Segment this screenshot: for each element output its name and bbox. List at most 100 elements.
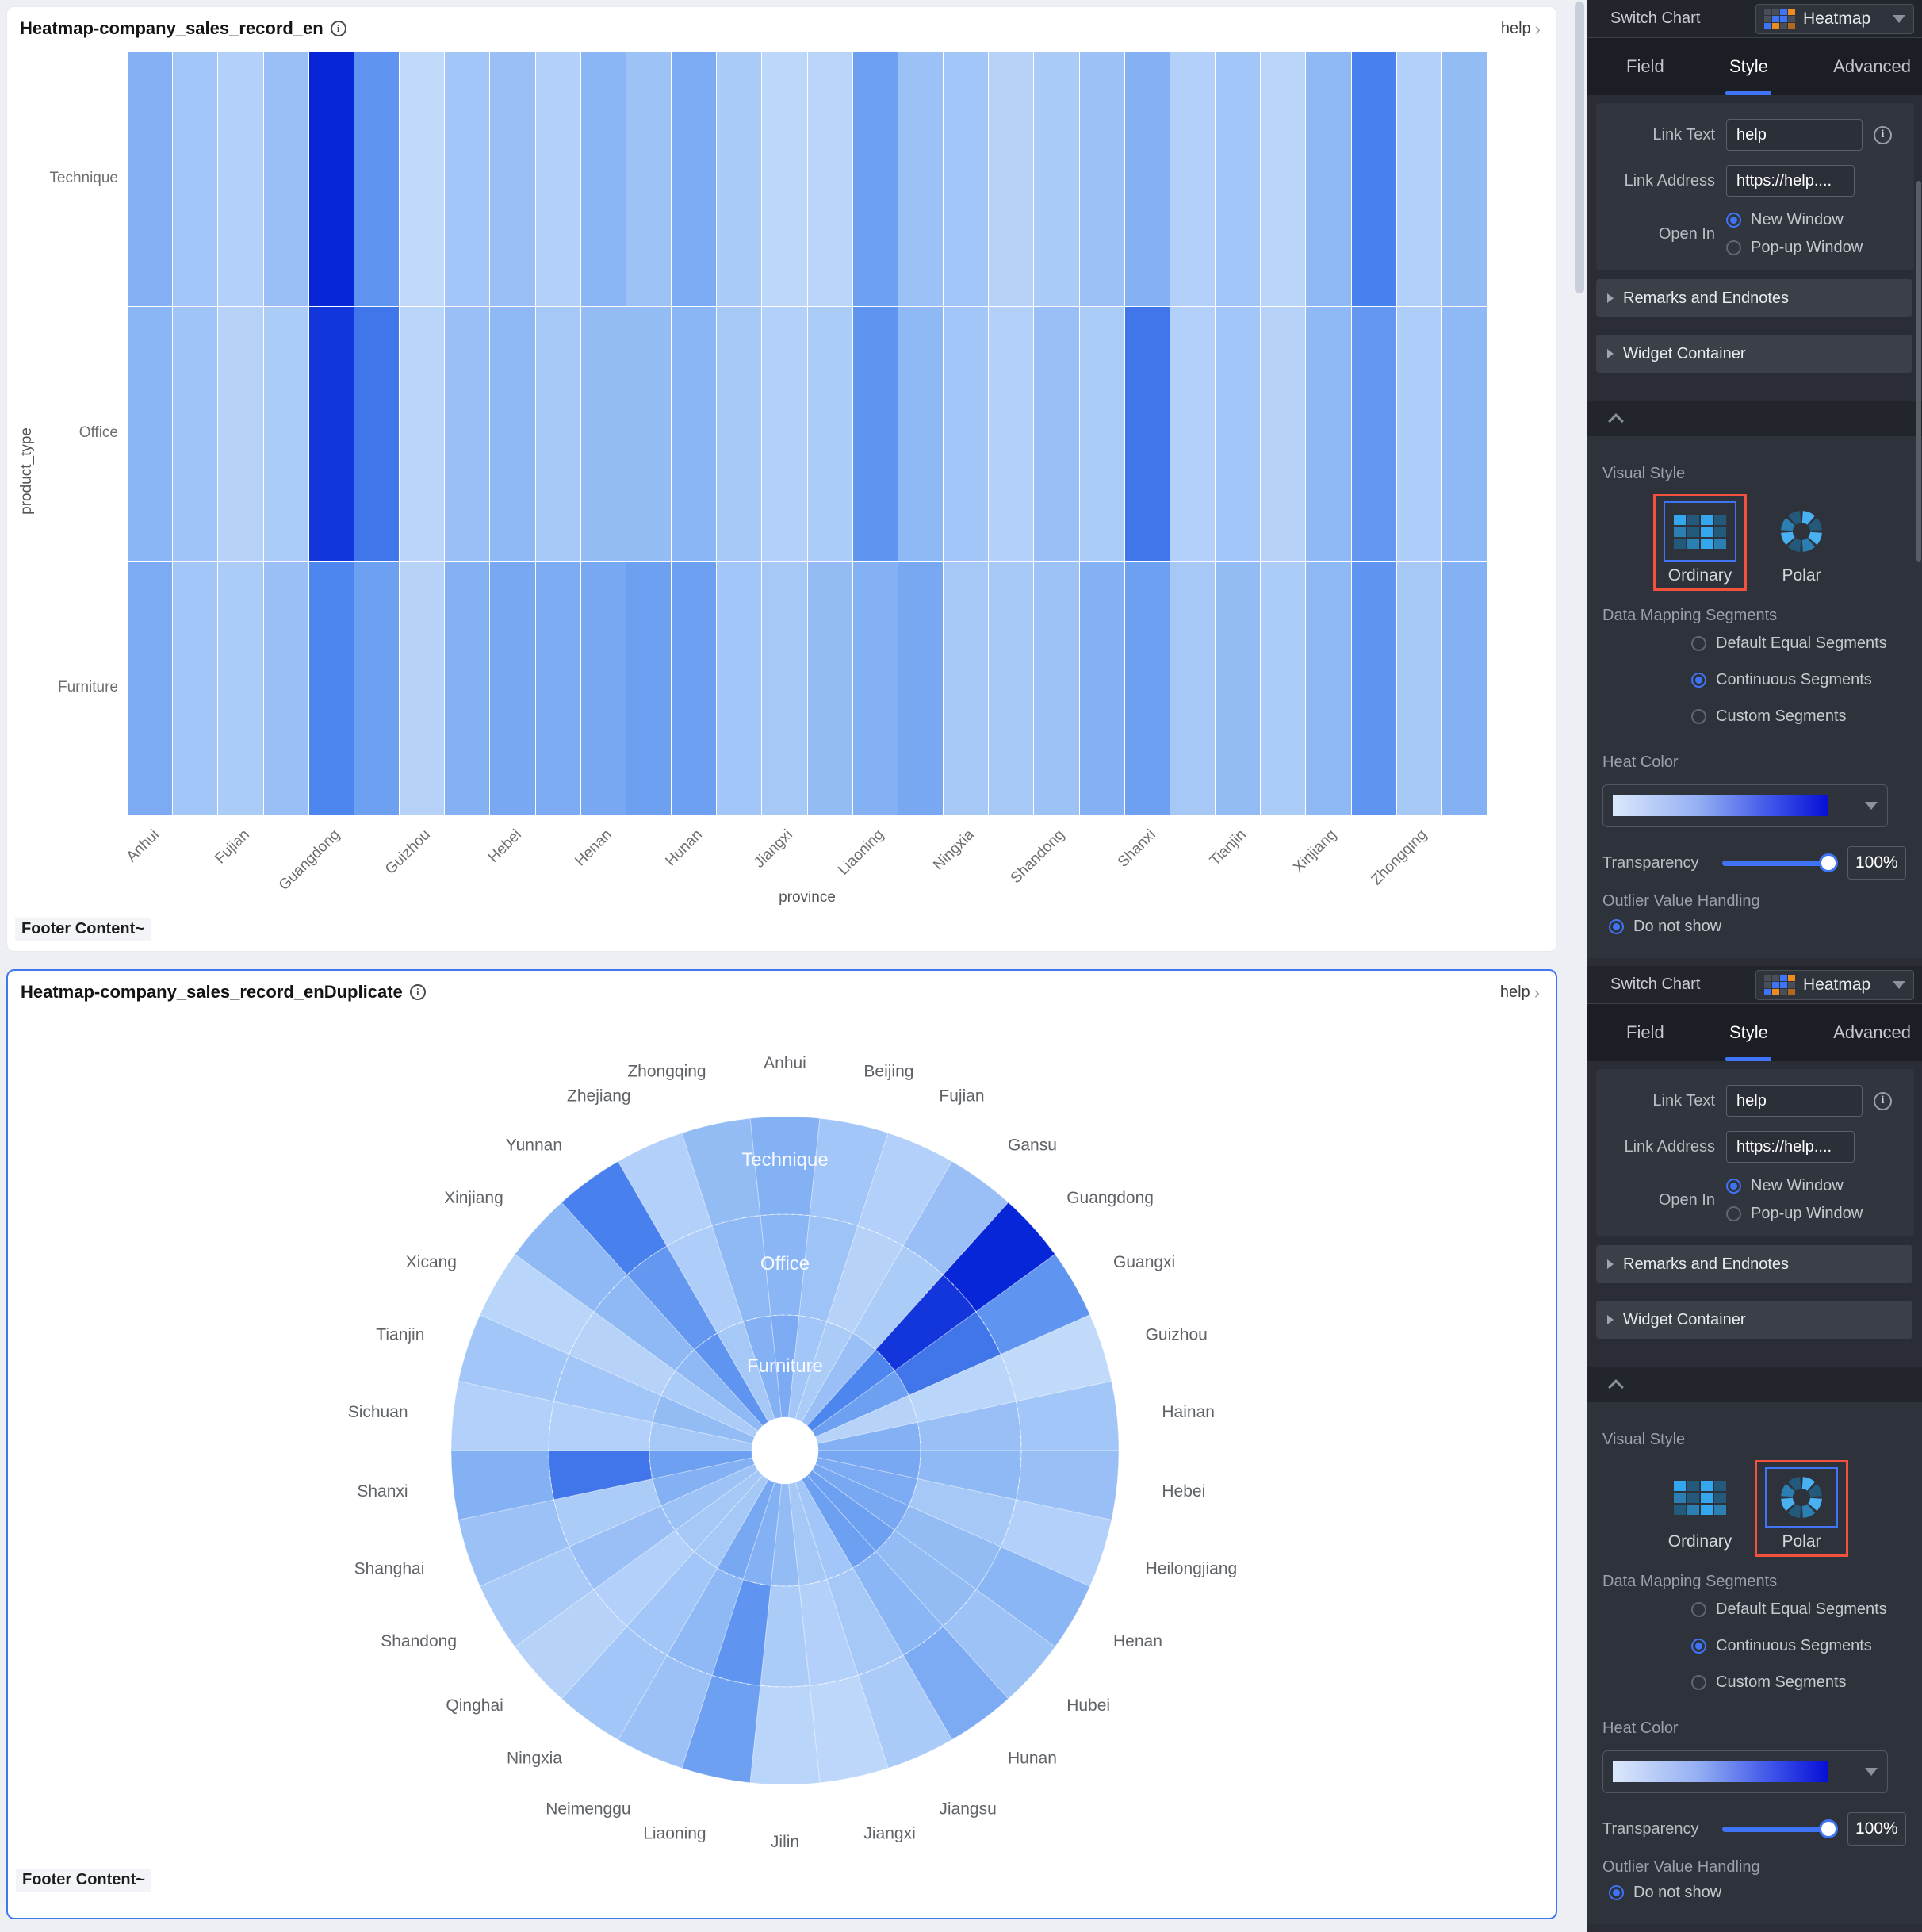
link-text-input[interactable]: help: [1726, 119, 1863, 151]
radio-selected-icon[interactable]: [1609, 918, 1624, 934]
heatmap-cell[interactable]: [535, 307, 580, 561]
heatmap-cell[interactable]: [173, 307, 218, 561]
radio-selected-icon[interactable]: [1609, 1884, 1624, 1900]
radio-selected-icon[interactable]: [1726, 213, 1741, 228]
widget-container-section[interactable]: Widget Container: [1596, 1301, 1912, 1339]
polar-style-button[interactable]: [1765, 501, 1838, 562]
panel-scrollbar[interactable]: [1916, 181, 1921, 562]
remarks-endnotes-section[interactable]: Remarks and Endnotes: [1596, 1245, 1912, 1283]
open-in-new-window[interactable]: New Window: [1726, 1177, 1863, 1195]
heatmap-cell[interactable]: [1079, 307, 1124, 561]
heatmap-cell[interactable]: [354, 52, 399, 306]
collapse-bar[interactable]: [1587, 401, 1922, 436]
heatmap-cell[interactable]: [400, 562, 445, 815]
polar-sector[interactable]: [749, 1685, 821, 1785]
heatmap-cell[interactable]: [1034, 52, 1079, 306]
heatmap-cell[interactable]: [1261, 562, 1306, 815]
heatmap-cell[interactable]: [762, 307, 807, 561]
heatmap-cell[interactable]: [218, 52, 263, 306]
heatmap-cell[interactable]: [263, 307, 308, 561]
heatmap-cell[interactable]: [445, 52, 490, 306]
heatmap-cell[interactable]: [1170, 562, 1215, 815]
heatmap-cell[interactable]: [672, 307, 717, 561]
link-address-input[interactable]: https://help....: [1726, 1131, 1855, 1163]
transparency-slider[interactable]: [1722, 1819, 1838, 1838]
heatmap-cell[interactable]: [898, 307, 943, 561]
radio-icon[interactable]: [1691, 708, 1706, 724]
heatmap-cell[interactable]: [308, 52, 354, 306]
heatmap-cell[interactable]: [445, 562, 490, 815]
heatmap-cell[interactable]: [1170, 307, 1215, 561]
heatmap-cell[interactable]: [1216, 562, 1261, 815]
heatmap-card[interactable]: Heatmap-company_sales_record_en i help ›…: [6, 6, 1557, 952]
tab-advanced[interactable]: Advanced: [1833, 1022, 1911, 1042]
heatmap-cell[interactable]: [944, 52, 989, 306]
heatmap-cell[interactable]: [218, 307, 263, 561]
heatmap-cell[interactable]: [807, 52, 852, 306]
info-icon[interactable]: i: [1874, 125, 1892, 144]
polar-heatmap-plot[interactable]: Technique Office Furniture Anhui Beijing Fuji…: [8, 971, 1556, 1915]
open-in-popup-window[interactable]: Pop-up Window: [1726, 1205, 1863, 1223]
tab-style[interactable]: Style: [1725, 38, 1773, 95]
heatmap-cell[interactable]: [807, 562, 852, 815]
radio-icon[interactable]: [1691, 1674, 1706, 1690]
heatmap-cell[interactable]: [1396, 52, 1442, 306]
card1-help-link[interactable]: help ›: [1501, 20, 1541, 38]
open-in-popup-window[interactable]: Pop-up Window: [1726, 239, 1863, 257]
heatmap-cell[interactable]: [1442, 52, 1487, 306]
heatmap-cell[interactable]: [263, 52, 308, 306]
heatmap-cell[interactable]: [445, 307, 490, 561]
polar-sector[interactable]: [749, 1116, 821, 1217]
heatmap-cell[interactable]: [1124, 562, 1170, 815]
heatmap-cell[interactable]: [1170, 52, 1215, 306]
heatmap-cell[interactable]: [490, 52, 535, 306]
radio-icon[interactable]: [1691, 1601, 1706, 1617]
chart-type-select[interactable]: Heatmap: [1755, 969, 1914, 1000]
visual-style-ordinary[interactable]: Ordinary: [1653, 1460, 1747, 1557]
heatmap-cell[interactable]: [1124, 307, 1170, 561]
heatmap-cell[interactable]: [626, 307, 671, 561]
ordinary-style-button[interactable]: [1664, 501, 1736, 562]
tab-style[interactable]: Style: [1725, 1004, 1773, 1061]
heatmap-cell[interactable]: [1079, 562, 1124, 815]
radio-selected-icon[interactable]: [1726, 1179, 1741, 1194]
heatmap-cell[interactable]: [1216, 52, 1261, 306]
dms-default-equal[interactable]: Default Equal Segments: [1691, 625, 1906, 661]
ordinary-style-button[interactable]: [1664, 1467, 1736, 1528]
polar-sector[interactable]: [798, 1215, 859, 1323]
radio-selected-icon[interactable]: [1691, 1638, 1706, 1654]
dms-continuous[interactable]: Continuous Segments: [1691, 1627, 1906, 1664]
radio-icon[interactable]: [1726, 1206, 1741, 1221]
heatmap-cell[interactable]: [1261, 307, 1306, 561]
polar-sector[interactable]: [942, 1589, 1056, 1700]
visual-style-polar-annotated[interactable]: Polar: [1755, 1460, 1848, 1557]
heatmap-cell[interactable]: [128, 52, 173, 306]
heatmap-cell[interactable]: [717, 307, 762, 561]
outlier-do-not-show[interactable]: Do not show: [1609, 910, 1906, 942]
heatmap-cell[interactable]: [218, 562, 263, 815]
heatmap-cell[interactable]: [1034, 307, 1079, 561]
polar-style-button[interactable]: [1765, 1467, 1838, 1528]
widget-container-section[interactable]: Widget Container: [1596, 335, 1912, 373]
tab-field[interactable]: Field: [1626, 56, 1664, 76]
visual-style-polar[interactable]: Polar: [1755, 494, 1848, 591]
dms-custom[interactable]: Custom Segments: [1691, 698, 1906, 734]
heatmap-cell[interactable]: [580, 52, 626, 306]
chart-type-select[interactable]: Heatmap: [1755, 3, 1914, 34]
heatmap-cell[interactable]: [762, 562, 807, 815]
dms-continuous[interactable]: Continuous Segments: [1691, 661, 1906, 698]
card2-help-link[interactable]: help ›: [1500, 983, 1540, 1002]
polar-sector[interactable]: [681, 1117, 761, 1227]
heatmap-cell[interactable]: [1079, 52, 1124, 306]
heatmap-cell[interactable]: [1124, 52, 1170, 306]
polar-sector[interactable]: [561, 1625, 668, 1741]
open-in-new-window[interactable]: New Window: [1726, 211, 1863, 229]
heatmap-cell[interactable]: [400, 52, 445, 306]
heat-color-select[interactable]: [1602, 784, 1888, 827]
heatmap-cell[interactable]: [1351, 307, 1396, 561]
link-address-input[interactable]: https://help....: [1726, 165, 1855, 197]
heatmap-cell[interactable]: [490, 562, 535, 815]
heatmap-cell[interactable]: [807, 307, 852, 561]
heatmap-cell[interactable]: [898, 562, 943, 815]
heatmap-cell[interactable]: [944, 307, 989, 561]
